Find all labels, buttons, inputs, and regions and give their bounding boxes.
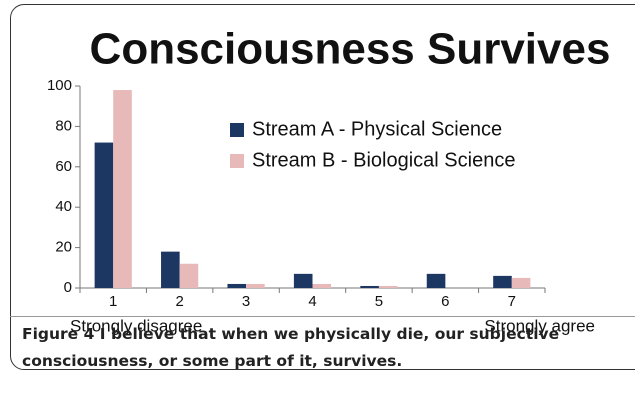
- y-tick-label: 20: [55, 239, 72, 256]
- bar: [360, 285, 379, 288]
- annotation: Strongly disagree: [70, 316, 202, 335]
- caption-label: Figure 4: [22, 325, 95, 343]
- bar: [246, 283, 265, 288]
- legend-label: Stream A - Physical Science: [252, 118, 502, 140]
- bar: [94, 142, 114, 288]
- bar: [378, 285, 398, 288]
- bar: [161, 251, 180, 288]
- bar: [227, 283, 247, 288]
- x-tick-label: 7: [508, 293, 516, 310]
- y-tick-label: 60: [55, 158, 72, 175]
- frame: [10, 4, 635, 370]
- x-tick-label: 2: [175, 293, 183, 310]
- legend-label: Stream B - Biological Science: [252, 149, 515, 171]
- chart-title: Consciousness Survives: [90, 25, 611, 74]
- caption: Figure 4 I believe that when we physical…: [22, 321, 602, 375]
- x-tick-label: 1: [109, 293, 117, 310]
- bar: [312, 283, 332, 288]
- y-tick-label: 100: [47, 77, 72, 94]
- legend-swatch: [230, 154, 244, 168]
- y-tick-label: 80: [55, 117, 72, 134]
- bar: [511, 277, 531, 288]
- bar: [426, 273, 446, 288]
- bar: [179, 263, 199, 288]
- annotation: Strongly agree: [484, 316, 595, 335]
- y-tick-label: 0: [64, 279, 72, 296]
- x-tick-label: 4: [308, 293, 316, 310]
- x-tick-label: 3: [242, 293, 250, 310]
- legend-swatch: [230, 123, 244, 137]
- bar: [113, 90, 132, 288]
- bar: [293, 273, 313, 288]
- x-tick-label: 6: [441, 293, 449, 310]
- bar: [493, 275, 512, 288]
- x-tick-label: 5: [375, 293, 383, 310]
- separator: [10, 316, 635, 317]
- caption-text: I believe that when we physically die, o…: [22, 325, 560, 370]
- y-tick-label: 40: [55, 198, 72, 215]
